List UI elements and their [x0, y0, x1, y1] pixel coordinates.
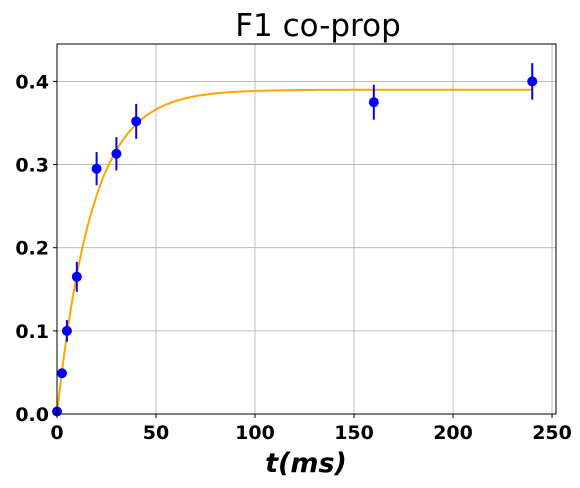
data-point [131, 116, 142, 127]
data-point [61, 325, 72, 336]
x-tick-label: 0 [50, 422, 63, 444]
fit-curve [56, 88, 533, 415]
y-tick-label: 0.0 [15, 404, 49, 426]
fit-curve-layer [56, 88, 533, 415]
data-point [527, 76, 538, 87]
data-points-layer [52, 63, 538, 417]
plot-frame [56, 43, 557, 415]
y-tick-label: 0.3 [15, 155, 49, 177]
y-tick-label: 0.1 [15, 321, 49, 343]
data-point [91, 163, 102, 174]
x-tick-label: 150 [334, 422, 374, 444]
x-tick-label: 50 [143, 422, 169, 444]
grid [56, 44, 556, 415]
x-axis-label: t(ms) [265, 448, 347, 479]
x-axis: 0 50 100 150 200 250 [50, 414, 572, 444]
y-axis: 0.0 0.1 0.2 0.3 0.4 [15, 71, 57, 426]
data-point [111, 148, 122, 159]
y-tick-label: 0.2 [15, 238, 49, 260]
data-point [368, 97, 379, 108]
x-tick-label: 200 [433, 422, 473, 444]
x-tick-label: 250 [532, 422, 572, 444]
chart-title: F1 co-prop [235, 8, 401, 44]
data-point [56, 368, 67, 379]
data-point [71, 271, 82, 282]
y-tick-label: 0.4 [15, 71, 49, 93]
x-tick-label: 100 [235, 422, 275, 444]
